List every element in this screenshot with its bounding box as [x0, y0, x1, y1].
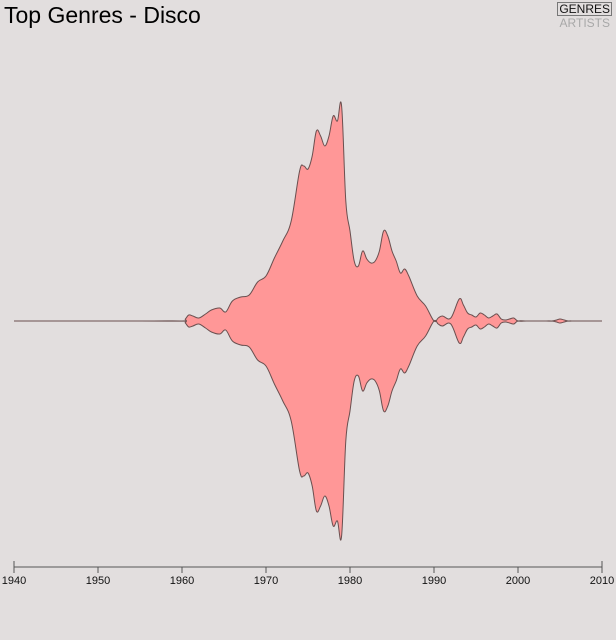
x-axis-ticks: 1940 1950 1960 1970 1980 1990 2000 2010 [2, 567, 614, 587]
x-tick-label-2000: 2000 [506, 575, 530, 587]
x-tick-label-1940: 1940 [2, 575, 26, 587]
page-title: Top Genres - Disco [4, 2, 201, 28]
x-tick-label-1950: 1950 [86, 575, 110, 587]
view-toggle: GENRES ARTISTS [557, 2, 612, 30]
x-axis-line [13, 561, 603, 568]
x-tick-label-2010: 2010 [590, 575, 614, 587]
x-tick-label-1960: 1960 [170, 575, 194, 587]
series-area [14, 101, 602, 541]
x-tick-label-1980: 1980 [338, 575, 362, 587]
x-tick-label-1970: 1970 [254, 575, 278, 587]
artists-toggle-button[interactable]: ARTISTS [559, 16, 610, 30]
genres-toggle-button[interactable]: GENRES [557, 2, 612, 16]
x-tick-label-1990: 1990 [422, 575, 446, 587]
